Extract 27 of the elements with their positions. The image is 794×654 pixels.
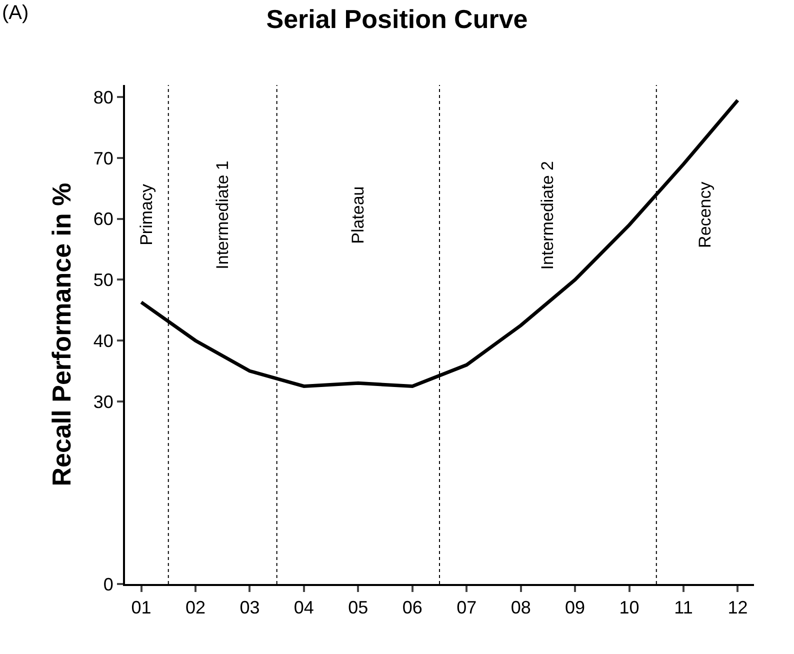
y-tick-label: 0 [103, 574, 114, 594]
y-tick-label: 70 [93, 148, 114, 168]
text: (A) [2, 2, 29, 24]
annotation: Plateau [348, 186, 368, 244]
x-tick-label: 06 [402, 598, 422, 618]
x-tick-label: 09 [565, 598, 586, 618]
x-tick-label: 12 [728, 598, 748, 618]
x-tick-label: 05 [348, 598, 368, 618]
y-tick-label: 30 [93, 392, 114, 412]
x-tick-label: 04 [294, 598, 314, 618]
y-axis-title: Recall Performance in % [46, 182, 76, 486]
x-tick-label: 02 [185, 598, 206, 618]
y-tick-label: 80 [93, 87, 114, 108]
x-tick-label: 07 [456, 598, 477, 618]
x-tick-label: 10 [619, 598, 640, 618]
annotation: Primacy [136, 184, 156, 246]
y-tick-label: 60 [93, 209, 114, 230]
chart-title: Serial Position Curve [266, 4, 528, 34]
x-tick-label: 01 [131, 598, 152, 618]
annotation: Intermediate 1 [212, 160, 232, 270]
annotation: Recency [695, 181, 714, 248]
x-tick-label: 03 [240, 598, 260, 618]
x-tick-label: 08 [510, 598, 531, 618]
x-tick-label: 11 [674, 598, 693, 618]
annotation: Intermediate 2 [538, 161, 558, 270]
y-tick-label: 50 [93, 270, 114, 290]
y-tick-label: 40 [93, 330, 114, 351]
